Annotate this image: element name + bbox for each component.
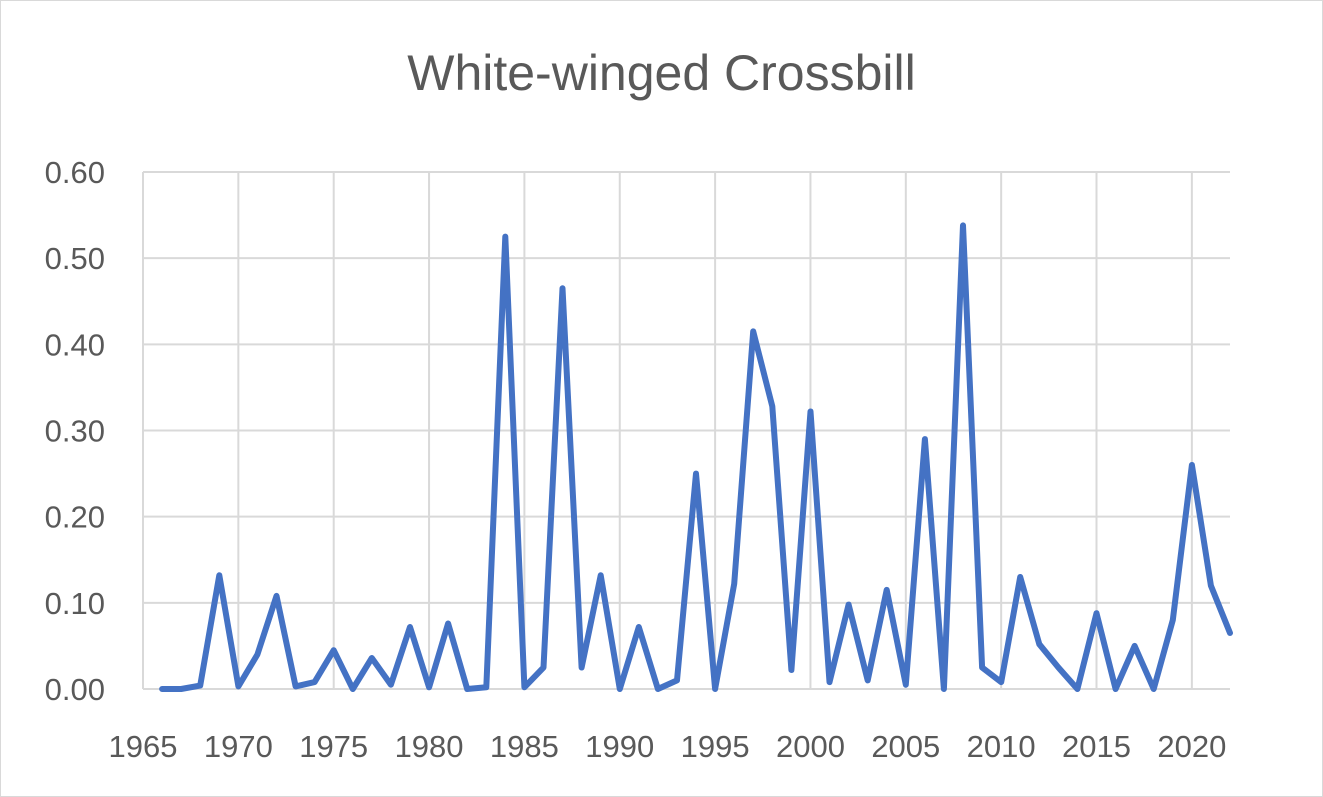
x-tick-label: 1970	[204, 729, 273, 764]
x-tick-label: 1990	[585, 729, 654, 764]
x-axis-ticks: 1965 1970 1975 1980 1985 1990 1995 2000 2005 2010…	[109, 729, 1227, 764]
y-tick-label: 0.50	[45, 241, 105, 276]
x-tick-label: 2020	[1157, 729, 1226, 764]
x-tick-label: 1985	[490, 729, 559, 764]
y-tick-label: 0.20	[45, 500, 105, 535]
series-line	[159, 222, 1233, 692]
x-tick-label: 2005	[871, 729, 940, 764]
y-tick-label: 0.00	[45, 672, 105, 707]
x-tick-label: 1965	[109, 729, 178, 764]
x-tick-label: 1980	[395, 729, 464, 764]
x-tick-label: 1975	[299, 729, 368, 764]
grid-lines	[142, 171, 1230, 690]
chart-title: White-winged Crossbill	[407, 45, 916, 101]
series-group	[159, 222, 1233, 692]
y-tick-label: 0.10	[45, 586, 105, 621]
y-axis-ticks: 0.00 0.10 0.20 0.30 0.40 0.50 0.60	[45, 155, 105, 707]
y-tick-label: 0.40	[45, 327, 105, 362]
x-tick-label: 2015	[1062, 729, 1131, 764]
x-tick-label: 1995	[681, 729, 750, 764]
x-tick-label: 2010	[967, 729, 1036, 764]
y-tick-label: 0.60	[45, 155, 105, 190]
y-tick-label: 0.30	[45, 414, 105, 449]
x-tick-label: 2000	[776, 729, 845, 764]
